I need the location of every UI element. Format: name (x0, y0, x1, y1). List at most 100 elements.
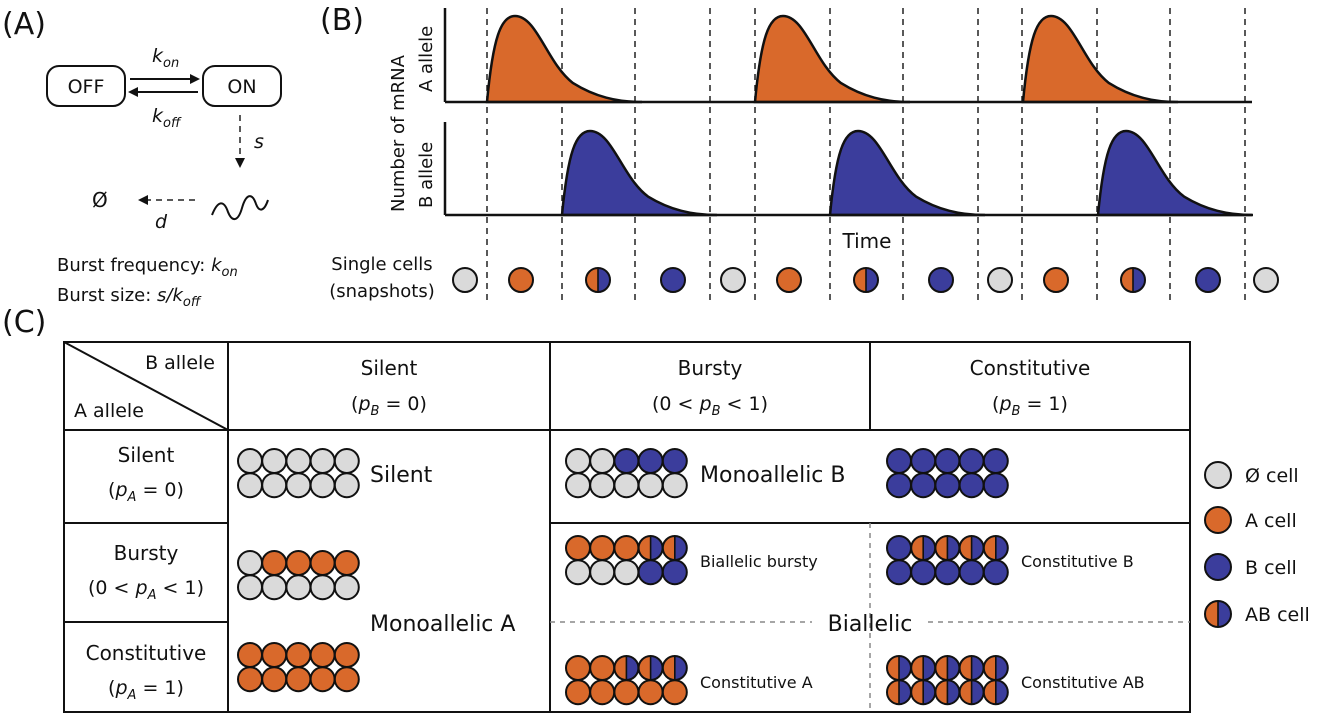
grid-cell (910, 679, 937, 706)
grid-cell (613, 679, 640, 706)
grid-cell (982, 448, 1009, 474)
grid-cell (637, 679, 664, 706)
col-header-silent: Silent (361, 356, 418, 380)
corner-diagonal (63, 341, 229, 431)
col-header-constitutive: Constitutive (970, 356, 1091, 380)
grid-cell (886, 559, 912, 586)
snapshot-cell-1 (452, 267, 478, 293)
grid-cell (237, 574, 263, 601)
grid-cell (237, 550, 263, 576)
b-burst-curve-1 (560, 129, 718, 217)
grid-cell (613, 655, 640, 681)
snapshot-cell-6 (776, 267, 802, 293)
col-condition-constitutive: (pB = 1) (992, 393, 1068, 419)
grid-cell (285, 472, 312, 499)
grid-cell (261, 550, 288, 576)
grid-cell (309, 550, 336, 576)
label-constitutive-b: Constitutive B (1021, 552, 1134, 571)
grid-cell (285, 574, 312, 601)
grid-cell (565, 559, 591, 586)
col-header-bursty: Bursty (678, 356, 743, 380)
grid-cell (637, 448, 664, 474)
grid-cell (589, 535, 616, 561)
grid-cell (261, 666, 288, 693)
snapshot-label-line1: Single cells (331, 254, 432, 275)
grid-cell (910, 655, 937, 681)
cell-grid-bursty-bursty (565, 535, 688, 586)
label-monoallelic-a: Monoallelic A (370, 612, 515, 637)
legend-label: Ø cell (1245, 465, 1299, 487)
grid-cell (565, 448, 591, 474)
legend-item-b: B cell (1204, 553, 1297, 581)
legend-swatch (1204, 553, 1232, 581)
grid-cell (910, 559, 937, 586)
off-state-label: OFF (68, 76, 105, 98)
grid-cell (934, 472, 961, 499)
grid-cell (589, 472, 616, 499)
grid-cell (589, 655, 616, 681)
grid-cell (333, 666, 360, 693)
off-state-box (46, 65, 126, 107)
snapshot-cell-10 (1043, 267, 1069, 293)
col-condition-bursty: (0 < pB < 1) (652, 393, 768, 419)
legend-label: AB cell (1245, 604, 1310, 626)
burst-frequency-text: Burst frequency: kon (57, 255, 238, 280)
grid-cell (309, 642, 336, 668)
panel-b-label: (B) (320, 3, 364, 38)
grid-cell (589, 559, 616, 586)
cell-grid-bursty-constitutive (886, 535, 1009, 586)
snapshot-cell-5 (720, 267, 746, 293)
grid-cell (565, 472, 591, 499)
grid-cell (285, 642, 312, 668)
grid-cell (613, 448, 640, 474)
label-biallelic-bursty: Biallelic bursty (700, 552, 818, 571)
grid-cell (886, 655, 912, 681)
snapshot-cell-7 (853, 267, 879, 293)
grid-cell (661, 472, 688, 499)
grid-cell (982, 535, 1009, 561)
time-label-backing (832, 226, 902, 254)
grid-cell (565, 535, 591, 561)
grid-cell (910, 472, 937, 499)
a-burst-curve-2 (753, 14, 911, 104)
grid-cell (934, 655, 961, 681)
cell-grid-silent-silent (237, 448, 360, 499)
label-constitutive-a: Constitutive A (700, 673, 813, 692)
col-condition-silent: (pB = 0) (351, 393, 427, 419)
panel-c-label: (C) (2, 305, 46, 340)
cell-grid-silent-constitutive (886, 448, 1009, 499)
grid-cell (565, 655, 591, 681)
grid-cell (637, 559, 664, 586)
panel-b: (B) Number of mRNA A allele B allele Tim… (320, 3, 1279, 302)
grid-cell (886, 679, 912, 706)
grid-cell (237, 666, 263, 693)
k-off-label: koff (152, 105, 182, 131)
legend-item-ab: AB cell (1204, 600, 1310, 628)
grid-cell (886, 448, 912, 474)
snapshot-cell-9 (987, 267, 1013, 293)
grid-cell (589, 679, 616, 706)
legend-swatch (1204, 461, 1232, 489)
panel-c: (C) B allele A allele Silent (pB = 0) Bu… (2, 305, 1310, 713)
grid-cell (261, 574, 288, 601)
a-burst-curve-1 (485, 14, 643, 104)
grid-cell (309, 448, 336, 474)
grid-cell (285, 448, 312, 474)
grid-cell (982, 655, 1009, 681)
on-state-box (202, 65, 282, 107)
grid-cell (285, 550, 312, 576)
grid-cell (237, 472, 263, 499)
grid-cell (565, 679, 591, 706)
row-condition-constitutive: (pA = 1) (108, 677, 184, 703)
snapshot-cell-13 (1253, 267, 1279, 293)
null-symbol: Ø (92, 188, 108, 212)
cell-grid-silent-bursty (565, 448, 688, 499)
grid-cell (934, 535, 961, 561)
row-header-bursty: Bursty (114, 541, 179, 565)
snapshot-cell-12 (1195, 267, 1221, 293)
grid-cell (333, 642, 360, 668)
legend-label: A cell (1245, 510, 1297, 532)
grid-cell (613, 535, 640, 561)
grid-cell (637, 655, 664, 681)
cell-grid-bursty-silent (237, 550, 360, 601)
